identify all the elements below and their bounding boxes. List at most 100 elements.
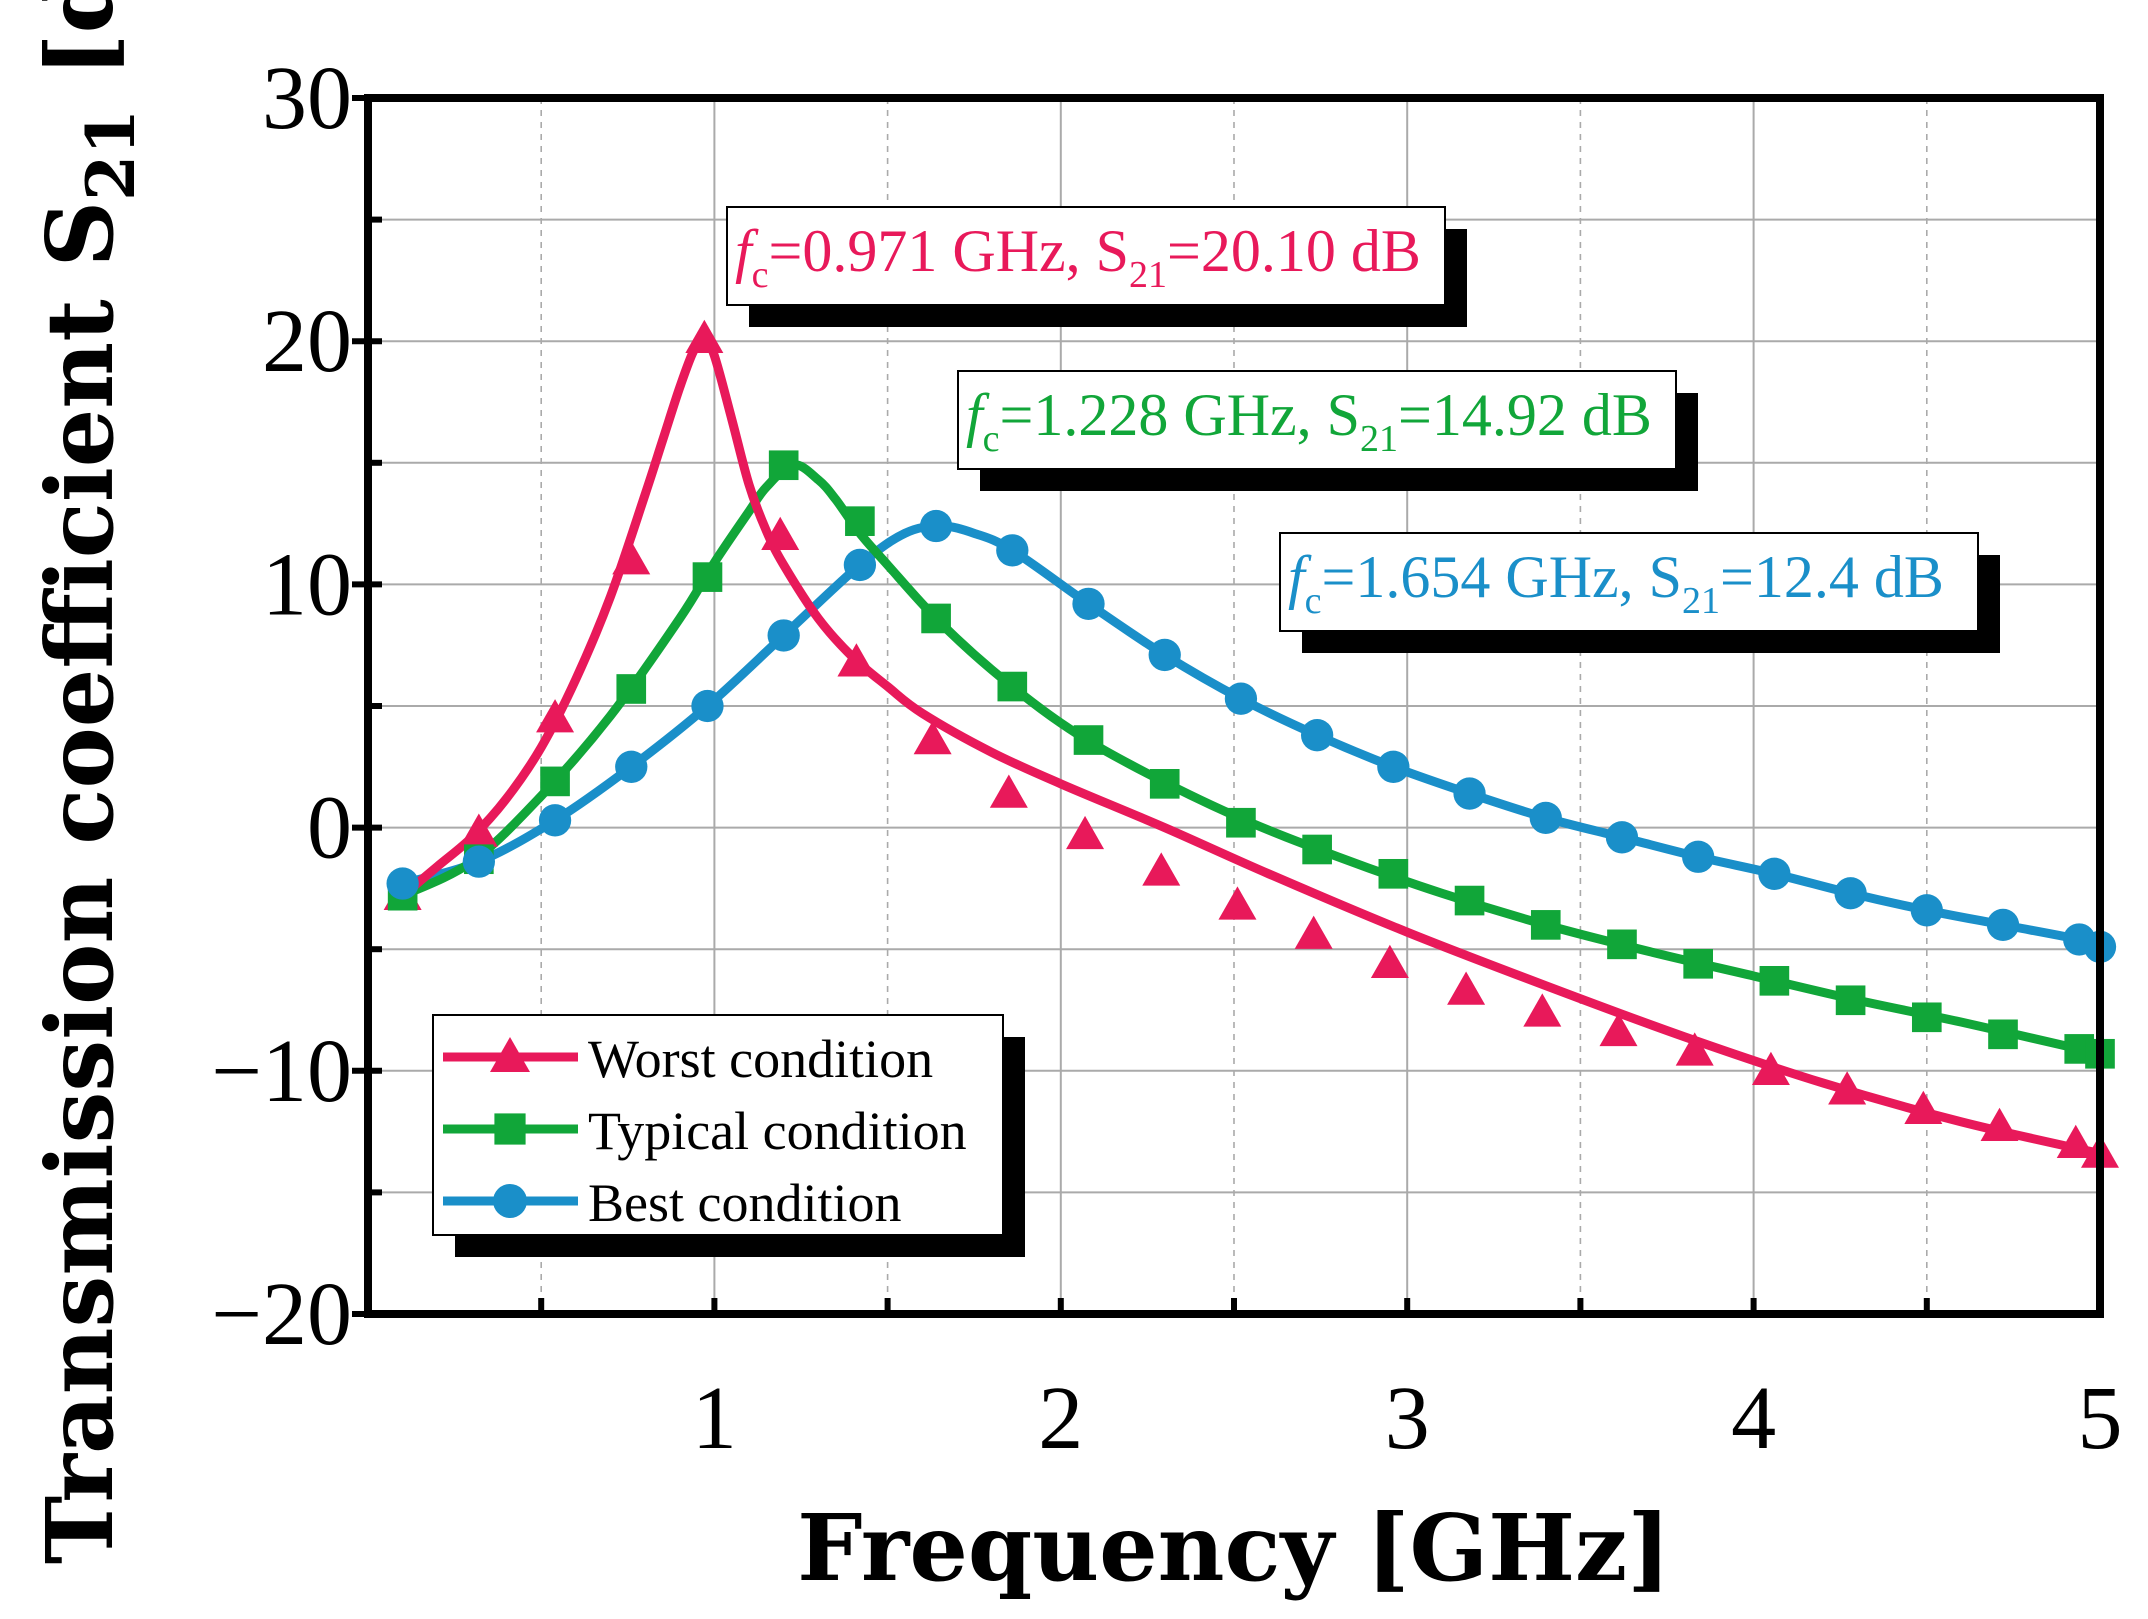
legend-item-typical: Typical condition <box>443 1101 967 1161</box>
legend-label: Typical condition <box>588 1101 967 1161</box>
legend-swatch-marker <box>490 1037 530 1072</box>
data-point-worst <box>989 774 1028 808</box>
y-tick-label: 10 <box>262 535 352 634</box>
y-tick-label: −20 <box>211 1265 352 1364</box>
data-point-best <box>1300 719 1334 752</box>
data-point-typical <box>768 450 799 481</box>
data-point-best <box>1758 857 1791 890</box>
data-point-best <box>1453 777 1486 810</box>
data-point-worst <box>1066 815 1105 850</box>
data-point-best <box>1377 750 1410 783</box>
x-tick-label: 2 <box>1038 1369 1083 1468</box>
data-point-worst <box>1218 886 1257 920</box>
y-tick-label: 0 <box>307 779 352 878</box>
data-point-best <box>996 534 1029 567</box>
data-point-worst <box>1828 1071 1867 1105</box>
legend-swatch-marker <box>493 1184 527 1218</box>
data-point-worst <box>685 319 724 354</box>
data-point-typical <box>1835 985 1866 1016</box>
data-point-best <box>919 509 953 543</box>
data-point-best <box>691 689 724 723</box>
annotation-text: fc=1.654 GHz, S21=12.4 dB <box>1288 544 1944 622</box>
series-line-worst <box>398 334 2105 1158</box>
legend-label: Best condition <box>588 1173 901 1233</box>
x-tick-labels: 1 2 3 4 5 <box>692 1369 2123 1468</box>
data-point-typical <box>616 674 647 704</box>
data-point-worst <box>1370 944 1409 979</box>
x-tick-label: 5 <box>2078 1369 2123 1468</box>
data-point-worst <box>612 541 651 575</box>
data-point-worst <box>837 643 876 677</box>
data-point-typical <box>845 506 875 536</box>
data-point-typical <box>692 562 723 592</box>
data-point-best <box>1682 840 1715 873</box>
data-point-best <box>767 619 800 652</box>
data-point-worst <box>913 721 952 755</box>
data-point-typical <box>540 766 570 797</box>
data-point-typical <box>1149 769 1180 799</box>
data-point-worst <box>761 516 800 551</box>
data-point-typical <box>997 671 1028 702</box>
legend-label: Worst condition <box>588 1029 933 1089</box>
data-point-best <box>1910 894 1943 927</box>
legend-item-worst: Worst condition <box>443 1029 933 1089</box>
legend-item-best: Best condition <box>443 1173 901 1233</box>
data-point-typical <box>1302 834 1332 865</box>
y-tick-labels: −20 −10 0 10 20 30 <box>211 49 352 1364</box>
data-point-worst <box>1523 993 1562 1027</box>
data-point-worst <box>1904 1090 1943 1124</box>
data-point-typical <box>1530 910 1561 940</box>
data-point-typical <box>1911 1002 1942 1033</box>
annotation-box <box>726 206 1446 306</box>
x-tick-label: 1 <box>692 1369 737 1468</box>
y-tick-label: 30 <box>262 49 352 148</box>
y-axis-title: Transmission coefficient S21 [dB] <box>26 0 150 1564</box>
data-point-worst <box>1447 971 1486 1005</box>
annotation-box <box>957 370 1677 470</box>
data-point-typical <box>1988 1019 2018 1050</box>
data-point-best <box>1224 682 1258 715</box>
data-point-best <box>538 804 572 837</box>
x-tick-label: 3 <box>1385 1369 1430 1468</box>
data-point-worst <box>1294 915 1333 949</box>
data-point-worst <box>459 813 498 847</box>
x-tick-label: 4 <box>1731 1369 1776 1468</box>
data-point-worst <box>536 699 575 733</box>
x-axis-title: Frequency [GHz] <box>797 1494 1671 1602</box>
data-point-best <box>1072 587 1105 621</box>
annotation-best: fc=1.654 GHz, S21=12.4 dB <box>1279 532 2000 653</box>
data-point-typical <box>921 603 951 634</box>
data-point-best <box>1148 638 1181 672</box>
data-point-best <box>843 548 877 582</box>
series-line-typical <box>398 460 2105 1059</box>
data-point-worst <box>1751 1051 1790 1086</box>
data-point-best <box>462 845 495 878</box>
data-point-typical <box>1073 725 1104 755</box>
data-point-worst <box>2056 1124 2095 1159</box>
annotations: fc=0.971 GHz, S21=20.10 dB fc=1.228 GHz, … <box>726 206 2000 653</box>
annotation-box <box>1279 532 1979 632</box>
data-point-best <box>1605 821 1639 854</box>
legend: Worst condition Typical condition Best con… <box>432 1014 1025 1257</box>
annotation-typical: fc=1.228 GHz, S21=14.92 dB <box>957 370 1698 491</box>
data-point-worst <box>1980 1107 2019 1141</box>
data-point-worst <box>1599 1012 1638 1047</box>
annotation-text: fc=1.228 GHz, S21=14.92 dB <box>966 382 1652 460</box>
data-point-best <box>1834 877 1867 910</box>
axis-ticks <box>352 95 2103 1317</box>
y-tick-label: −10 <box>211 1022 352 1121</box>
y-tick-label: 20 <box>262 292 352 391</box>
data-point-typical <box>1378 858 1409 889</box>
data-point-typical <box>1683 948 1713 979</box>
data-point-typical <box>1759 965 1790 996</box>
y-axis-title-main: Transmission coefficient S <box>26 201 134 1564</box>
data-point-typical <box>1454 885 1485 916</box>
annotation-text: fc=0.971 GHz, S21=20.10 dB <box>735 218 1421 296</box>
y-axis-title-sub: 21 <box>72 109 150 201</box>
data-point-typical <box>1607 929 1637 960</box>
data-point-best <box>1529 801 1562 835</box>
data-point-best <box>386 867 419 900</box>
data-point-worst <box>1142 852 1181 886</box>
data-point-typical <box>1226 807 1256 838</box>
